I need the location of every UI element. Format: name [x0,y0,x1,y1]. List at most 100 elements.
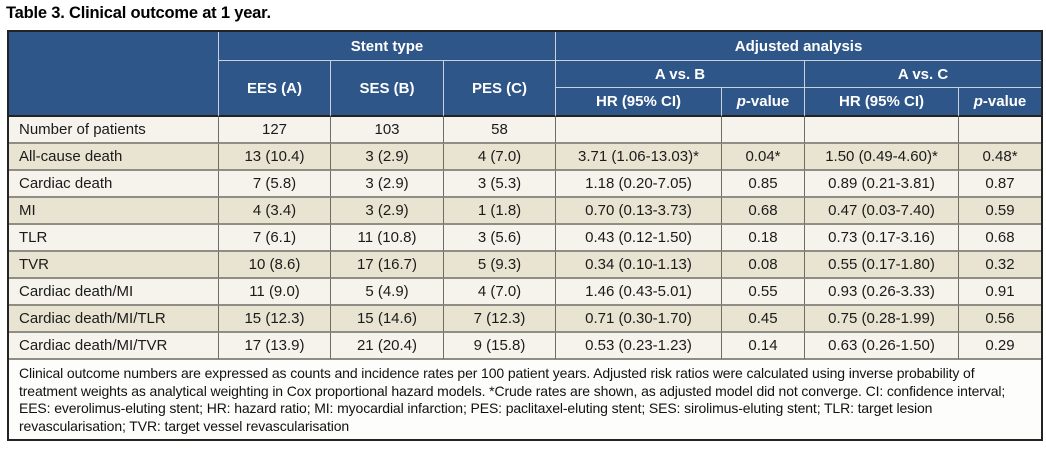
data-cell: 0.14 [722,333,805,360]
data-cell [722,117,805,144]
data-cell: 0.71 (0.30-1.70) [556,306,722,333]
table-row: All-cause death 13 (10.4) 3 (2.9) 4 (7.0… [9,144,1042,171]
row-label-cell: All-cause death [9,144,219,171]
data-cell: 13 (10.4) [219,144,331,171]
row-label-cell: TLR [9,225,219,252]
data-cell: 0.34 (0.10-1.13) [556,252,722,279]
row-label-cell: MI [9,198,219,225]
col-header-ees: EES (A) [219,61,331,117]
table-row: TLR 7 (6.1) 11 (10.8) 3 (5.6) 0.43 (0.12… [9,225,1042,252]
header-row-subgroups: EES (A) SES (B) PES (C) A vs. B A vs. C [9,61,1042,117]
data-cell: 3 (2.9) [331,198,444,225]
p-value-header-avc: p-value [959,88,1042,117]
table-body: Number of patients 127 103 58 All-cause … [9,117,1042,360]
table-row: Cardiac death/MI 11 (9.0) 5 (4.9) 4 (7.0… [9,279,1042,306]
row-label-cell: Cardiac death/MI/TLR [9,306,219,333]
data-cell: 0.48* [959,144,1042,171]
data-cell: 3 (2.9) [331,144,444,171]
data-cell: 0.68 [722,198,805,225]
data-cell: 0.87 [959,171,1042,198]
data-cell: 7 (5.8) [219,171,331,198]
data-cell: 4 (3.4) [219,198,331,225]
p-value-suffix: -value [982,93,1027,110]
data-cell: 17 (16.7) [331,252,444,279]
table-row: MI 4 (3.4) 3 (2.9) 1 (1.8) 0.70 (0.13-3.… [9,198,1042,225]
header-row-groups: Stent type Adjusted analysis [9,32,1042,117]
data-cell: 0.08 [722,252,805,279]
data-cell: 127 [219,117,331,144]
data-cell: 0.85 [722,171,805,198]
data-cell: 0.89 (0.21-3.81) [805,171,959,198]
data-cell: 0.55 [722,279,805,306]
data-cell: 4 (7.0) [444,144,556,171]
page-title: Table 3. Clinical outcome at 1 year. [6,4,271,22]
data-cell: 0.45 [722,306,805,333]
data-cell: 3 (5.6) [444,225,556,252]
row-label-cell: TVR [9,252,219,279]
hr-ci-header-avb: HR (95% CI) [556,88,722,117]
data-cell [959,117,1042,144]
data-cell: 0.68 [959,225,1042,252]
hr-ci-header-avc: HR (95% CI) [805,88,959,117]
table-row: Cardiac death 7 (5.8) 3 (2.9) 3 (5.3) 1.… [9,171,1042,198]
p-value-suffix: -value [745,93,790,110]
row-label-cell: Number of patients [9,117,219,144]
data-cell: 58 [444,117,556,144]
data-cell: 103 [331,117,444,144]
data-cell: 7 (6.1) [219,225,331,252]
data-cell: 5 (4.9) [331,279,444,306]
p-italic-glyph: p [973,93,983,110]
data-cell: 0.59 [959,198,1042,225]
data-cell: 0.29 [959,333,1042,360]
data-cell: 0.43 (0.12-1.50) [556,225,722,252]
data-cell: 15 (14.6) [331,306,444,333]
col-header-ses: SES (B) [331,61,444,117]
footnote-row: Clinical outcome numbers are expressed a… [9,360,1042,440]
adjusted-analysis-group-header: Adjusted analysis [556,32,1042,61]
a-vs-c-header: A vs. C [805,61,1042,88]
data-cell: 21 (20.4) [331,333,444,360]
data-cell: 15 (12.3) [219,306,331,333]
data-cell: 0.04* [722,144,805,171]
table-row: Number of patients 127 103 58 [9,117,1042,144]
data-cell: 3 (2.9) [331,171,444,198]
row-label-cell: Cardiac death/MI/TVR [9,333,219,360]
data-cell: 4 (7.0) [444,279,556,306]
data-cell: 0.56 [959,306,1042,333]
p-value-header-avb: p-value [722,88,805,117]
data-cell: 0.73 (0.17-3.16) [805,225,959,252]
p-italic-glyph: p [736,93,746,110]
col-header-pes: PES (C) [444,61,556,117]
data-cell: 0.91 [959,279,1042,306]
data-cell: 0.93 (0.26-3.33) [805,279,959,306]
data-cell: 0.70 (0.13-3.73) [556,198,722,225]
table-row: TVR 10 (8.6) 17 (16.7) 5 (9.3) 0.34 (0.1… [9,252,1042,279]
data-cell: 0.53 (0.23-1.23) [556,333,722,360]
table-row: Cardiac death/MI/TVR 17 (13.9) 21 (20.4)… [9,333,1042,360]
data-cell: 3.71 (1.06-13.03)* [556,144,722,171]
table-footnote: Clinical outcome numbers are expressed a… [9,360,1042,440]
data-cell: 0.32 [959,252,1042,279]
row-label-cell: Cardiac death [9,171,219,198]
table-row: Cardiac death/MI/TLR 15 (12.3) 15 (14.6)… [9,306,1042,333]
data-cell: 7 (12.3) [444,306,556,333]
data-cell: 1.46 (0.43-5.01) [556,279,722,306]
data-cell: 10 (8.6) [219,252,331,279]
data-cell: 17 (13.9) [219,333,331,360]
a-vs-b-header: A vs. B [556,61,805,88]
stent-type-group-header: Stent type [219,32,556,61]
data-cell: 1 (1.8) [444,198,556,225]
data-cell: 11 (10.8) [331,225,444,252]
data-cell: 0.18 [722,225,805,252]
data-cell: 1.50 (0.49-4.60)* [805,144,959,171]
data-cell: 0.55 (0.17-1.80) [805,252,959,279]
header-row-measures: HR (95% CI) p-value HR (95% CI) p-value [9,88,1042,117]
data-cell: 5 (9.3) [444,252,556,279]
blank-corner-cell [9,32,219,117]
data-cell: 1.18 (0.20-7.05) [556,171,722,198]
data-cell [556,117,722,144]
row-label-cell: Cardiac death/MI [9,279,219,306]
data-cell: 11 (9.0) [219,279,331,306]
data-cell: 0.63 (0.26-1.50) [805,333,959,360]
